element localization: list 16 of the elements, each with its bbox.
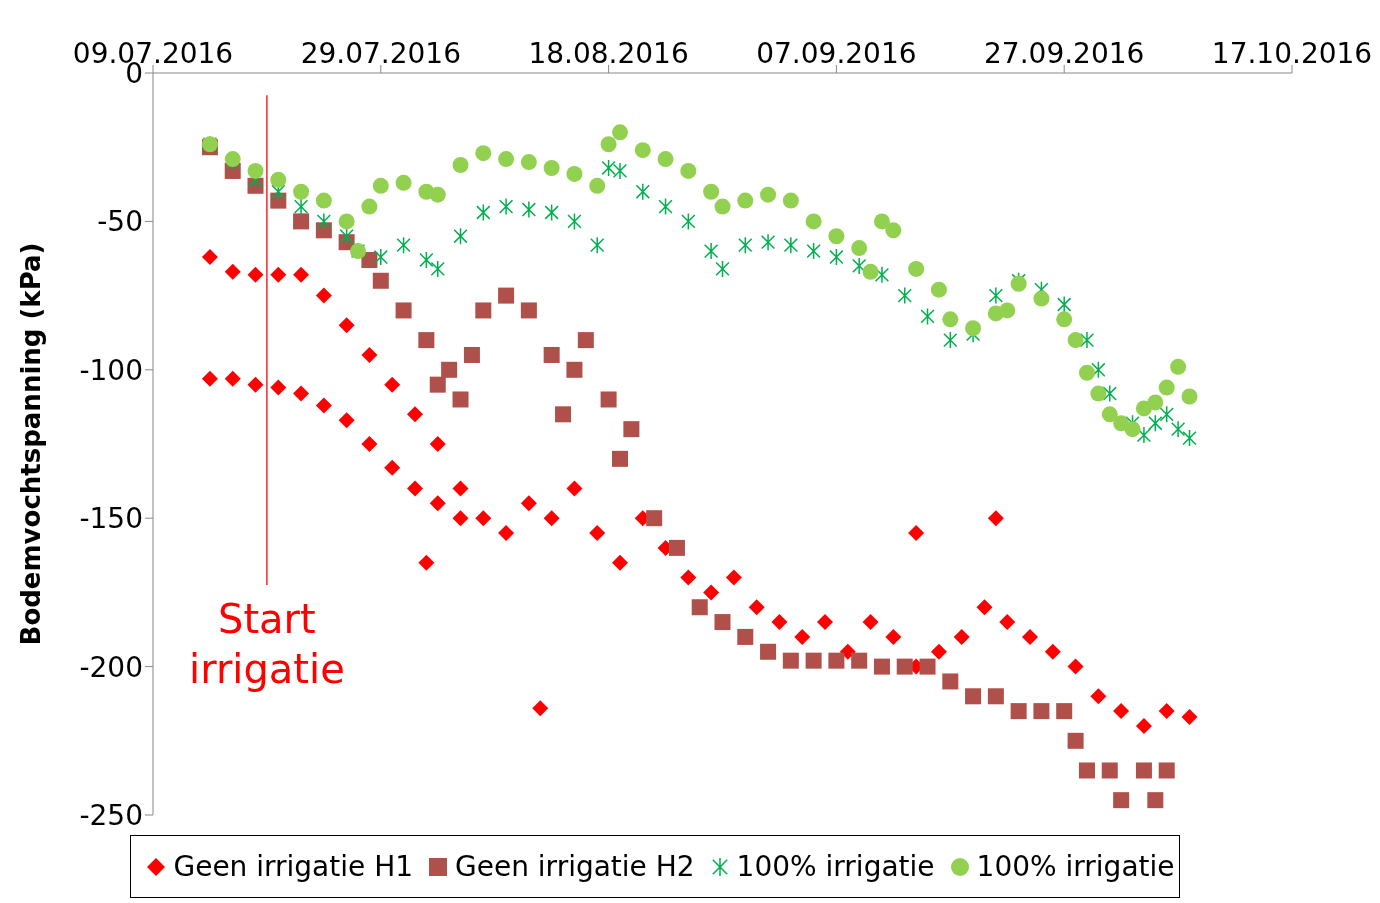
x-tick-label: 17.10.2016: [1211, 37, 1373, 70]
y-tick-label: -50: [97, 205, 143, 239]
legend-label: Geen irrigatie H1: [173, 850, 414, 883]
x-tick-label: 27.09.2016: [984, 37, 1145, 70]
x-tick-label: 18.08.2016: [528, 37, 689, 70]
y-tick-label: -100: [79, 353, 143, 387]
legend-label: Geen irrigatie H2: [455, 850, 695, 883]
ref-line-label: Start irrigatie: [189, 595, 345, 692]
legend-label: 100% irrigatie: [736, 850, 935, 883]
y-tick-label: -200: [79, 650, 143, 684]
y-axis-title: Bodemvochtspanning (kPa): [16, 242, 47, 646]
y-tick-label: -150: [79, 502, 143, 536]
y-tick-label: -250: [79, 798, 143, 832]
x-tick-label: 07.09.2016: [756, 37, 917, 70]
legend-label: 100% irrigatie: [976, 850, 1175, 883]
x-tick-label: 29.07.2016: [300, 37, 461, 70]
